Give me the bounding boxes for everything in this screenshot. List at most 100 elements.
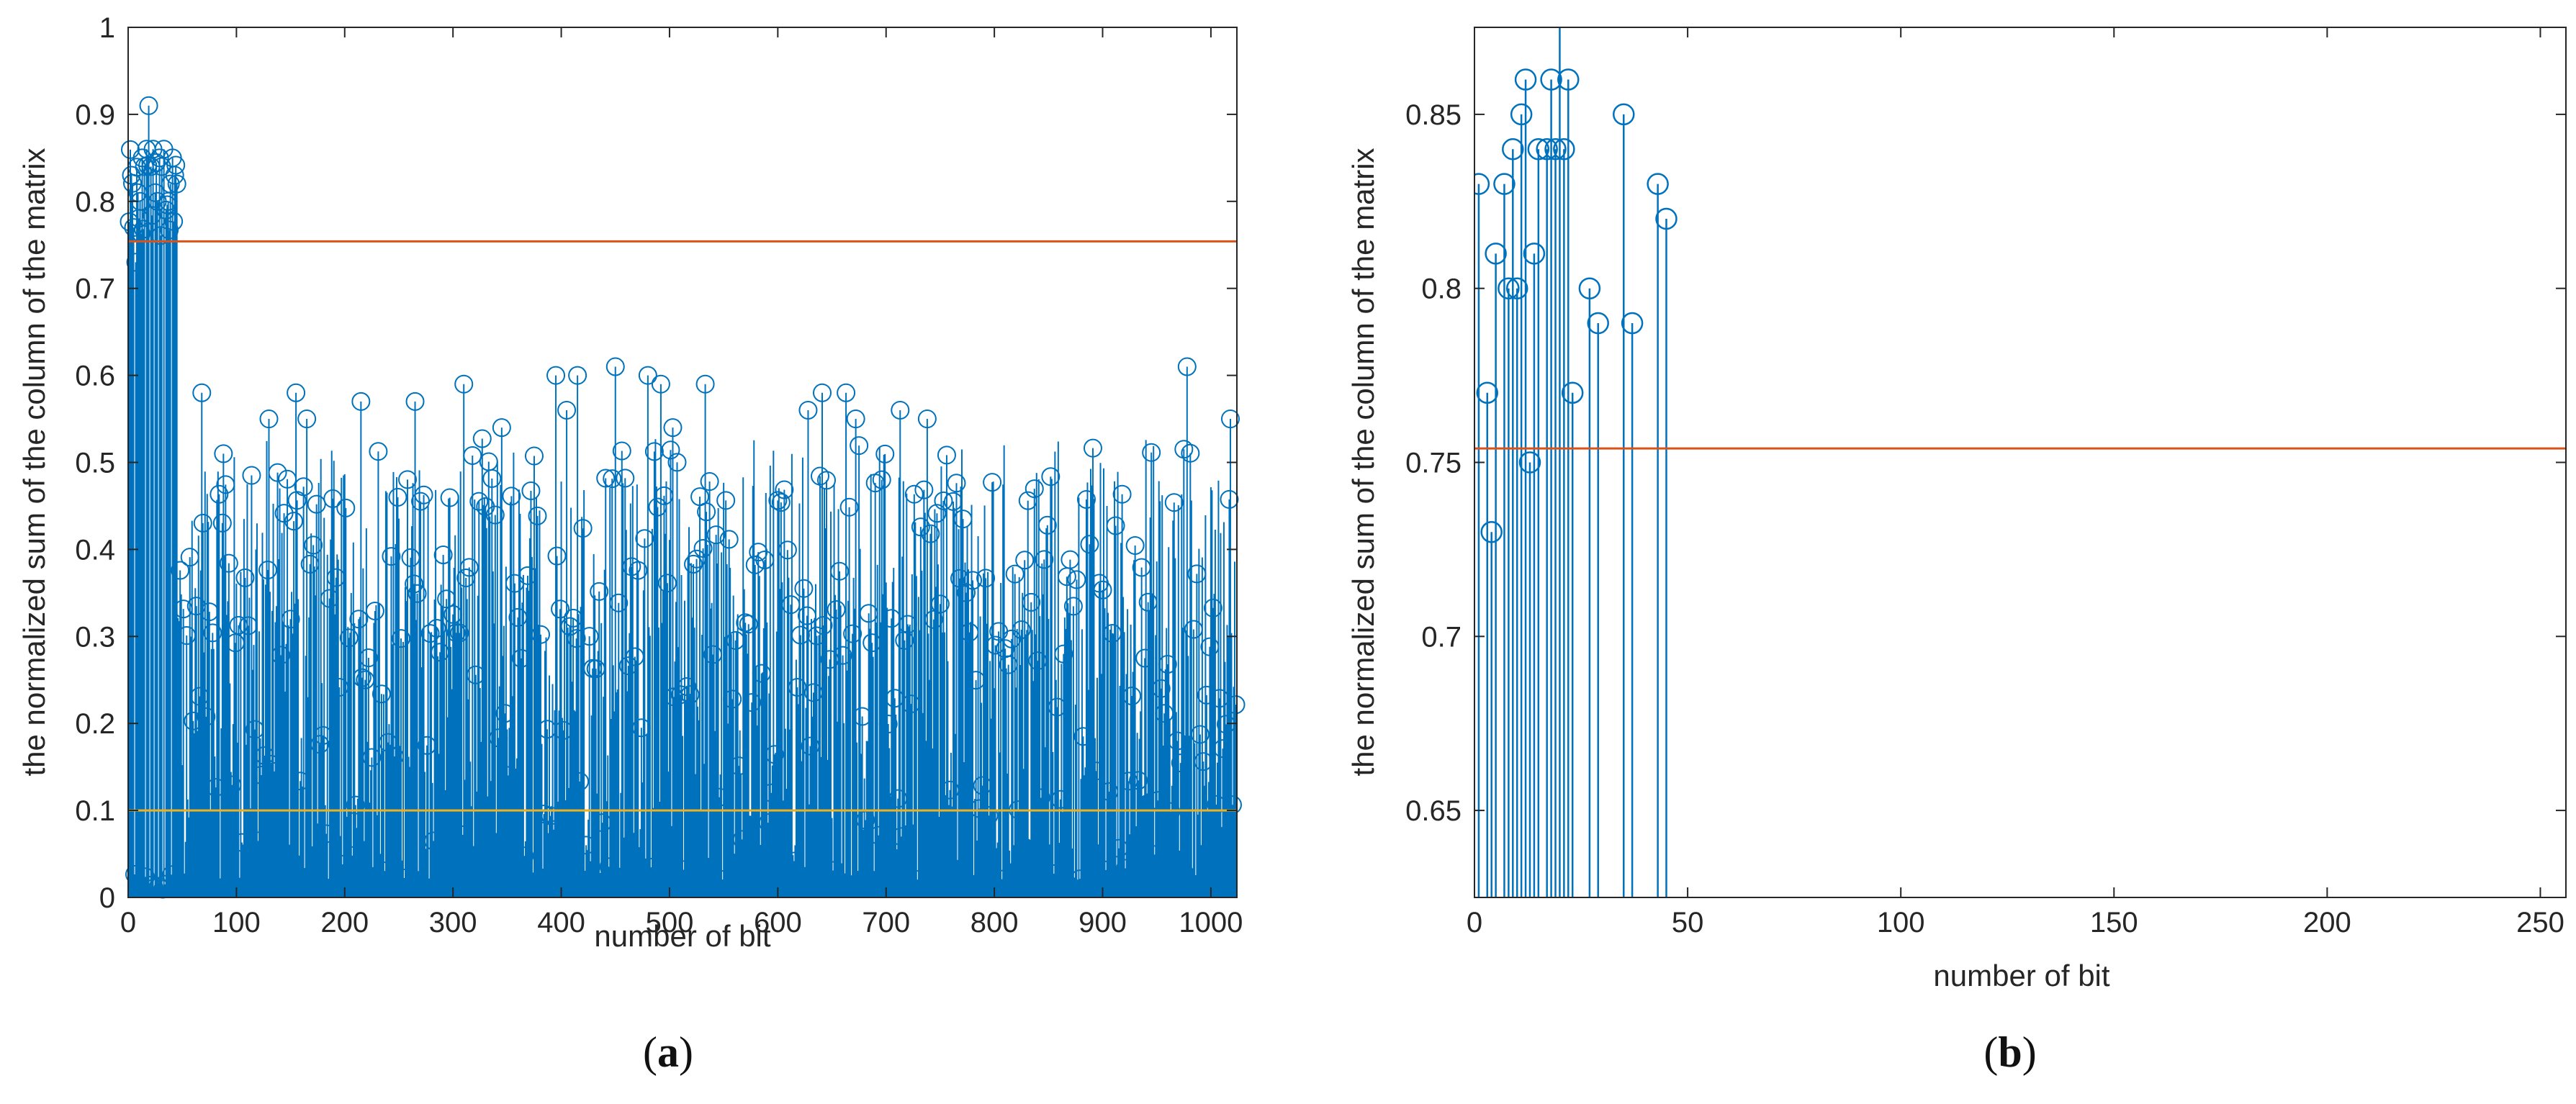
stem-marker: [150, 148, 169, 168]
stem-marker: [405, 392, 425, 411]
y-tick-label: 0.1: [75, 795, 115, 827]
stem-marker: [1200, 637, 1220, 656]
stem-marker: [391, 629, 410, 648]
stem-marker: [1553, 138, 1575, 160]
stem-marker: [810, 466, 829, 486]
stem-marker: [1109, 838, 1129, 858]
stem-marker: [837, 383, 856, 402]
stem-marker: [1148, 791, 1168, 810]
x-tick-label: 800: [970, 907, 1019, 938]
stem-marker: [1587, 312, 1609, 335]
stem-marker: [1054, 644, 1073, 664]
stem-marker: [960, 623, 979, 642]
stem-marker: [1177, 357, 1197, 376]
panel-b-markers: [1474, 68, 1677, 543]
stem-marker: [1518, 451, 1541, 474]
stem-marker: [1080, 535, 1099, 554]
stem-marker: [1557, 68, 1580, 91]
stem-marker: [1044, 864, 1063, 884]
stem-marker: [284, 512, 304, 531]
stem-marker: [1037, 515, 1057, 535]
stem-marker: [330, 677, 349, 697]
stem-marker: [126, 253, 145, 272]
y-tick-label: 0.2: [75, 708, 115, 740]
stem-marker: [212, 513, 232, 533]
stem-marker: [405, 574, 424, 594]
stem-marker: [651, 374, 670, 394]
stem-marker: [174, 599, 193, 619]
panel-a-threshold-lines: [128, 240, 1237, 812]
stem-marker: [979, 806, 999, 825]
stem-marker: [745, 555, 765, 574]
stem-marker: [369, 442, 388, 461]
stem-marker: [605, 357, 625, 376]
stem-marker: [351, 392, 371, 411]
stem-marker: [1076, 489, 1096, 509]
stem-marker: [508, 607, 528, 627]
stem-marker: [577, 836, 596, 855]
stem-marker: [917, 410, 937, 429]
stem-marker: [1514, 68, 1537, 91]
stem-marker: [184, 711, 203, 730]
stem-marker: [908, 870, 927, 890]
y-tick-label: 0.9: [75, 99, 115, 131]
stem-marker: [232, 833, 251, 852]
stem-marker: [235, 568, 255, 587]
stem-marker: [869, 825, 888, 845]
stem-marker: [797, 606, 816, 625]
stem-marker: [654, 486, 674, 505]
stem-marker: [454, 374, 474, 394]
stem-marker: [781, 595, 801, 615]
x-tick-label: 700: [862, 907, 910, 938]
stem-marker: [278, 469, 297, 489]
stem-marker: [1578, 277, 1601, 299]
x-tick-label: 500: [646, 907, 694, 938]
x-tick-label: 50: [1672, 907, 1704, 938]
stem-marker: [541, 806, 560, 825]
stem-marker: [850, 436, 869, 456]
x-tick-label: 250: [2516, 907, 2564, 938]
stem-marker: [801, 736, 820, 756]
stem-marker: [674, 860, 693, 879]
stem-marker: [1190, 725, 1210, 744]
stem-marker: [365, 601, 384, 620]
stem-marker: [1035, 550, 1054, 569]
stem-marker: [687, 549, 706, 569]
stem-marker: [612, 441, 631, 461]
stem-marker: [599, 857, 618, 877]
stem-marker: [197, 707, 216, 726]
stem-marker: [1063, 597, 1083, 616]
x-tick-label: 300: [429, 907, 477, 938]
stem-marker: [661, 440, 680, 460]
stem-marker: [564, 608, 583, 628]
stem-marker: [891, 400, 910, 420]
panel-a-x-axis-label: number of bit: [594, 919, 770, 953]
panel-b-x-axis-label: number of bit: [1933, 959, 2109, 992]
stem-marker: [1005, 564, 1024, 584]
x-tick-label: 600: [754, 907, 802, 938]
stem-marker: [398, 470, 418, 489]
stem-marker: [1540, 68, 1562, 91]
stem-marker: [568, 366, 587, 385]
stem-marker: [495, 704, 515, 723]
y-tick-label: 0.85: [1405, 99, 1462, 131]
stem-marker: [755, 550, 775, 569]
stem-marker: [1213, 739, 1233, 759]
stem-marker: [238, 616, 258, 635]
stem-marker: [648, 497, 667, 517]
stem-marker: [644, 442, 664, 461]
x-tick-label: 100: [212, 907, 261, 938]
stem-marker: [1527, 138, 1550, 160]
stem-marker: [839, 497, 859, 517]
stem-marker: [1505, 277, 1528, 299]
stem-marker: [1493, 173, 1516, 195]
stem-marker: [156, 874, 175, 894]
stem-marker: [1015, 551, 1035, 570]
stem-marker: [663, 418, 683, 438]
stem-marker: [680, 685, 700, 705]
stem-marker: [165, 166, 184, 185]
stem-marker: [300, 554, 320, 574]
stem-marker: [586, 659, 605, 679]
stem-marker: [813, 383, 832, 402]
